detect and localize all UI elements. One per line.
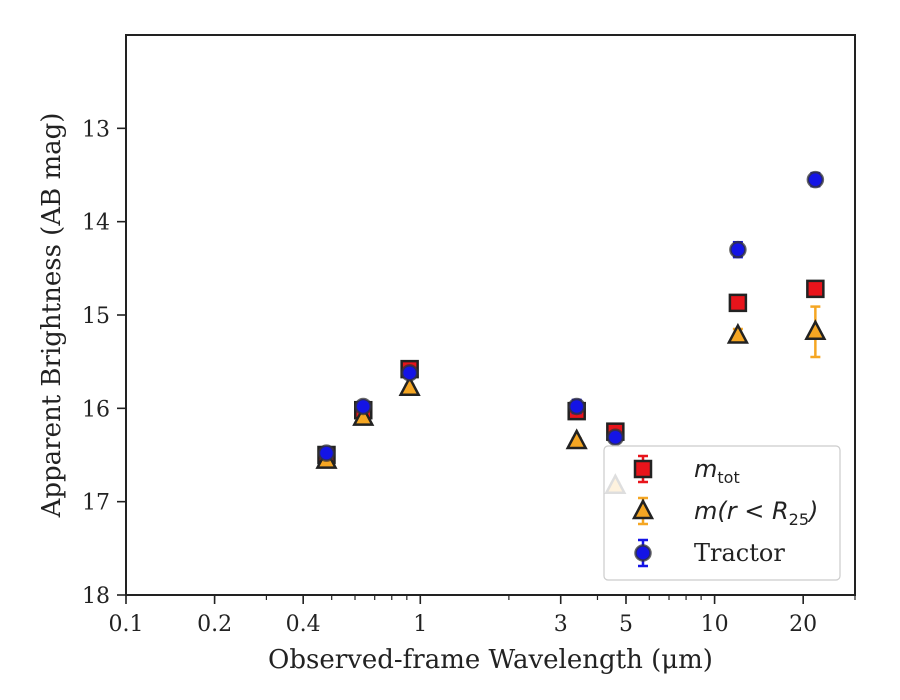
legend-entry-mtot: mtot [633, 454, 740, 487]
legend-entry-mr25: m(r < R25) [631, 496, 818, 529]
y-tick-label: 17 [82, 491, 110, 516]
legend: mtot m(r < R25) Tractor [603, 445, 841, 581]
x-tick-label: 0.4 [286, 612, 321, 637]
legend-label-main: m [694, 455, 717, 483]
plot-frame [125, 34, 856, 596]
y-tick-label: 15 [82, 304, 110, 329]
data-point-tractor [400, 364, 419, 382]
legend-label-subscript: tot [717, 468, 739, 487]
data-point-mtot [728, 293, 748, 313]
legend-box [603, 445, 841, 581]
data-point-tractor [567, 397, 586, 416]
x-tick-label: 1 [413, 612, 427, 637]
data-point-mr25 [398, 375, 421, 397]
y-tick-label: 18 [82, 584, 110, 609]
data-point-tractor [806, 170, 825, 189]
data-point-mr25 [726, 322, 749, 344]
x-tick-label: 20 [789, 612, 817, 637]
data-point-mtot [806, 279, 825, 299]
x-tick-label: 0.2 [197, 612, 232, 637]
y-axis-label: Apparent Brightness (AB mag) [37, 113, 67, 519]
legend-label-tractor: Tractor [694, 539, 785, 567]
data-point-tractor [606, 428, 625, 447]
y-tick-label: 14 [82, 211, 110, 236]
data-point-mr25 [352, 404, 375, 426]
data-point-tractor [317, 444, 336, 462]
legend-marker-mtot [633, 459, 653, 479]
data-point-tractor [354, 397, 373, 416]
x-tick-label: 10 [701, 612, 729, 637]
legend-marker-mr25 [631, 498, 655, 520]
legend-label-subscript: 25 [789, 510, 809, 529]
legend-label-end: ) [807, 497, 818, 525]
legend-label-mr25: m(r < R25) [694, 497, 818, 529]
legend-marker-tractor [634, 544, 652, 562]
legend-entry-tractor: Tractor [634, 538, 785, 568]
data-point-mr25 [804, 319, 827, 341]
series-tractor [317, 170, 825, 462]
legend-label-main: m(r < R [694, 497, 789, 525]
x-tick-label: 3 [554, 612, 568, 637]
x-tick-label: 0.1 [109, 612, 144, 637]
data-point-tractor [729, 240, 747, 259]
x-tick-label: 5 [619, 612, 633, 637]
y-tick-label: 13 [82, 117, 110, 142]
y-tick-label: 16 [82, 397, 110, 422]
data-point-mr25 [565, 428, 588, 450]
x-axis-label: Observed-frame Wavelength (μm) [268, 645, 713, 675]
legend-label-mtot: mtot [694, 455, 740, 487]
